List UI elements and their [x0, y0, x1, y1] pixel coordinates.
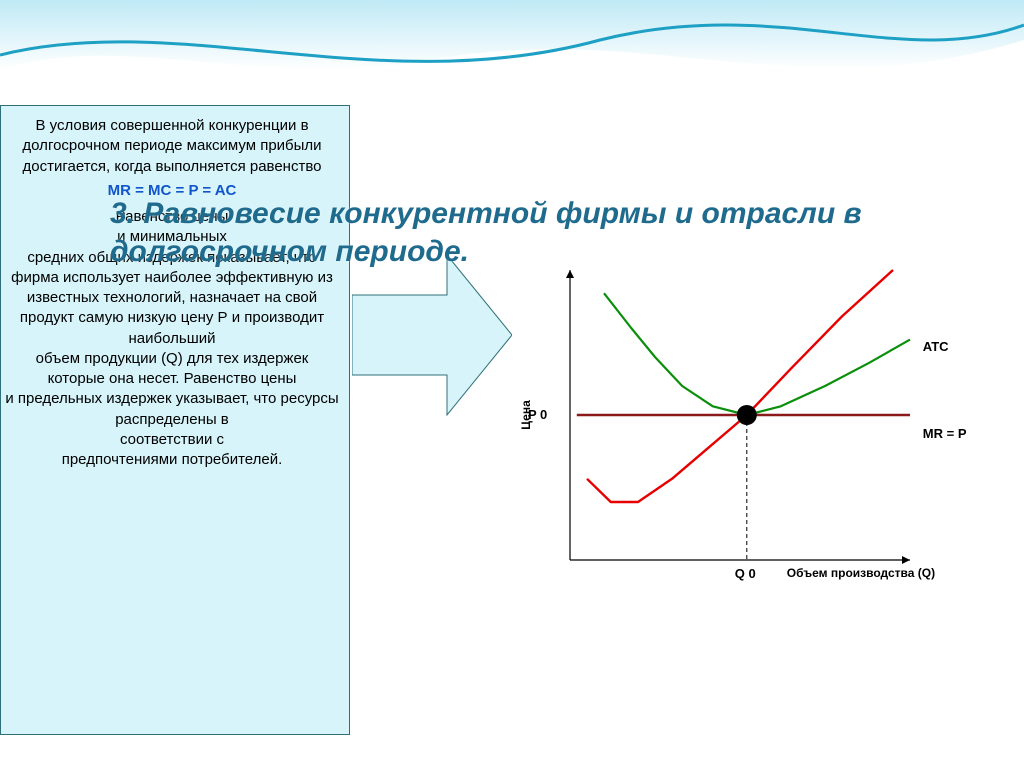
chart: Цена P 0 Q 0 Объем производства (Q) ATC …	[500, 260, 970, 640]
desc-p6: и предельных издержек указывает, что рес…	[5, 389, 339, 430]
desc-p7: соответствии с	[5, 430, 339, 450]
label-mrp: MR = P	[923, 426, 967, 441]
desc-p1: В условия совершенной конкуренции в долг…	[5, 116, 339, 177]
block-arrow	[352, 250, 512, 420]
label-atc: ATC	[923, 339, 949, 354]
desc-p8: предпочтениями потребителей.	[5, 450, 339, 470]
chart-svg: Цена	[500, 260, 930, 600]
desc-p5: объем продукции (Q) для тех издержек кот…	[5, 349, 339, 390]
label-p0: P 0	[528, 407, 547, 422]
slide-title: 3. Равновесие конкурентной фирмы и отрас…	[110, 195, 1000, 270]
label-q0: Q 0	[735, 566, 756, 581]
label-xaxis: Объем производства (Q)	[787, 566, 935, 580]
